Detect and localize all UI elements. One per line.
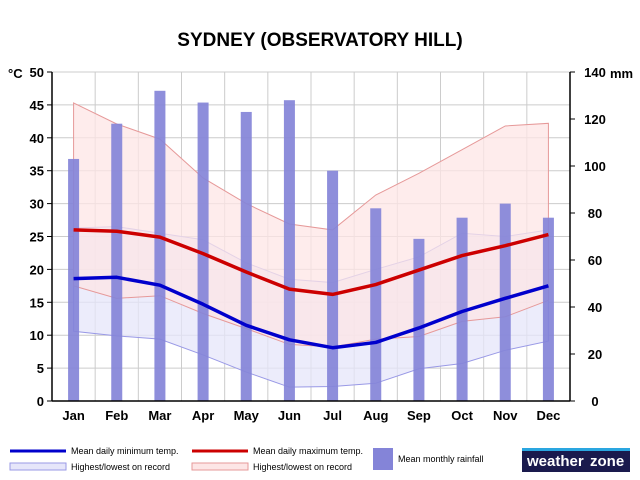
- rainfall-bar-nov: [499, 203, 511, 401]
- logo-accent: [522, 448, 630, 451]
- legend-label-max: Mean daily maximum temp.: [253, 446, 363, 456]
- right-tick-label: 60: [588, 253, 602, 268]
- right-tick-label: 80: [588, 206, 602, 221]
- month-label-oct: Oct: [451, 408, 473, 423]
- rainfall-bar-jul: [327, 170, 339, 401]
- temperature-lines: [73, 228, 549, 350]
- left-tick-label: 20: [30, 262, 44, 277]
- logo-text-weather: weather: [526, 453, 584, 470]
- rainfall-bar-feb: [111, 123, 123, 401]
- month-label-may: May: [234, 408, 260, 423]
- legend-swatch-min-band: [9, 462, 67, 471]
- left-tick-label: 15: [30, 295, 44, 310]
- left-tick-label: 30: [30, 197, 44, 212]
- month-label-jul: Jul: [323, 408, 342, 423]
- logo-text-zone: zone: [590, 453, 624, 470]
- legend-label-min: Mean daily minimum temp.: [71, 446, 179, 456]
- mean-max-temp-line: [73, 228, 549, 297]
- month-label-feb: Feb: [105, 408, 128, 423]
- rainfall-bar-jan: [68, 158, 80, 401]
- rainfall-bar-jun: [283, 100, 295, 401]
- right-tick-label: 120: [584, 112, 606, 127]
- month-label-mar: Mar: [148, 408, 171, 423]
- legend-label-min-record: Highest/lowest on record: [71, 462, 170, 472]
- legend: Mean daily minimum temp. Mean daily maxi…: [9, 446, 484, 472]
- rainfall-bar-aug: [370, 208, 382, 401]
- mean-min-temp-line: [73, 275, 549, 350]
- left-tick-label: 40: [30, 131, 44, 146]
- month-label-sep: Sep: [407, 408, 431, 423]
- month-label-apr: Apr: [192, 408, 214, 423]
- month-label-jan: Jan: [62, 408, 84, 423]
- right-tick-label: 20: [588, 347, 602, 362]
- legend-label-rainfall: Mean monthly rainfall: [398, 454, 484, 464]
- legend-swatch-rainfall: [373, 448, 393, 470]
- month-label-jun: Jun: [278, 408, 301, 423]
- month-label-dec: Dec: [536, 408, 560, 423]
- legend-swatch-max-band: [191, 462, 249, 471]
- left-tick-label: 10: [30, 328, 44, 343]
- right-axis-ticks: 0 20 40 60 80 100 120 140: [570, 65, 606, 409]
- chart-title: SYDNEY (OBSERVATORY HILL): [177, 30, 462, 51]
- logo-background: [522, 448, 630, 472]
- rainfall-bar-sep: [413, 238, 425, 401]
- rainfall-bar-mar: [154, 90, 166, 402]
- month-label-aug: Aug: [363, 408, 388, 423]
- left-tick-label: 5: [37, 361, 44, 376]
- rainfall-bar-dec: [542, 217, 554, 401]
- right-tick-label: 0: [591, 394, 598, 409]
- left-tick-label: 45: [30, 98, 44, 113]
- legend-label-max-record: Highest/lowest on record: [253, 462, 352, 472]
- month-labels: Jan Feb Mar Apr May Jun Jul Aug Sep Oct Nov Dec: [62, 408, 560, 423]
- rainfall-bar-oct: [456, 217, 468, 401]
- left-tick-label: 35: [30, 164, 44, 179]
- left-tick-label: 0: [37, 394, 44, 409]
- rainfall-bar-may: [240, 111, 252, 401]
- right-tick-label: 100: [584, 159, 606, 174]
- right-tick-label: 140: [584, 65, 606, 80]
- left-tick-label: 50: [30, 65, 44, 80]
- left-axis-ticks: 0 5 10 15 20 25 30 35 40 45 50: [30, 65, 52, 409]
- left-axis-unit: °C: [8, 66, 23, 81]
- right-axis-unit: mm: [610, 66, 633, 81]
- month-label-nov: Nov: [493, 408, 518, 423]
- left-tick-label: 25: [30, 230, 44, 245]
- weatherzone-logo: weather zone: [522, 448, 630, 472]
- right-tick-label: 40: [588, 300, 602, 315]
